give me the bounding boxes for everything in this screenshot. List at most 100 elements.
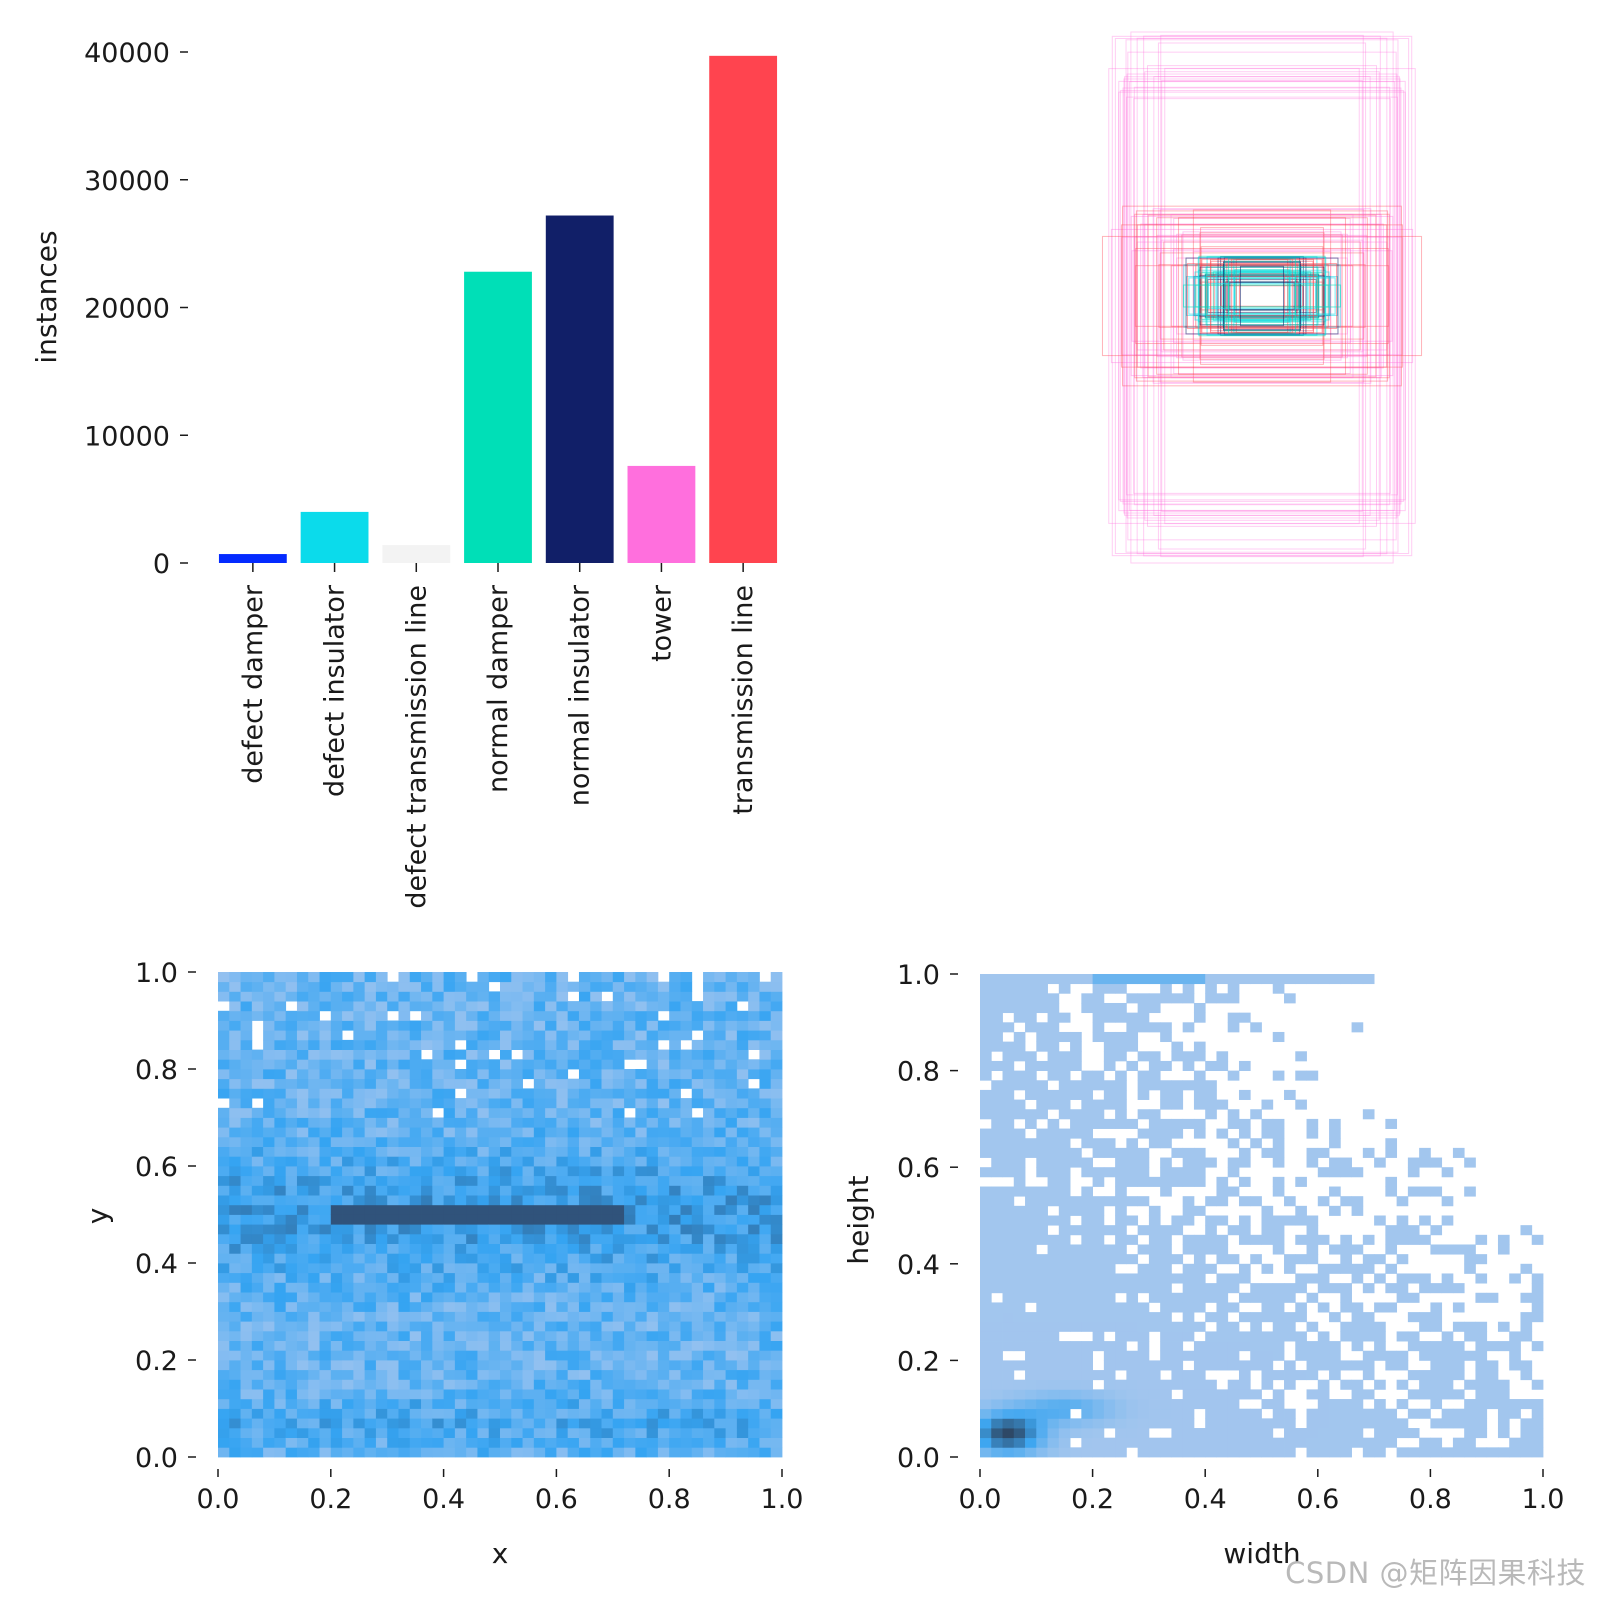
xy-cell	[612, 1272, 625, 1283]
xy-cell	[669, 1272, 681, 1283]
xy-cell	[477, 1214, 490, 1225]
xy-cell	[511, 972, 523, 983]
wh-cell	[1306, 1157, 1319, 1168]
xy-cell	[421, 1020, 433, 1031]
xy-cell	[285, 1107, 298, 1118]
wh-cell	[1385, 1225, 1398, 1236]
wh-cell	[1070, 1244, 1082, 1255]
xy-cell	[533, 1078, 546, 1089]
xy-cell	[229, 1136, 241, 1147]
xy-cell	[725, 1369, 738, 1380]
wh-cell	[1002, 1147, 1015, 1158]
wh-cell	[1419, 1379, 1431, 1390]
wh-cell	[1295, 974, 1307, 985]
xy-cell	[251, 981, 264, 992]
xy-cell	[454, 1214, 467, 1225]
wh-cell	[1103, 1225, 1116, 1236]
xy-cell	[409, 1020, 422, 1031]
xy-cell	[296, 972, 309, 983]
wh-cell	[1193, 1370, 1206, 1381]
xy-cell	[691, 1039, 704, 1050]
xy-cell	[567, 1253, 580, 1264]
wh-cell	[1047, 1418, 1060, 1429]
wh-cell	[1531, 1341, 1544, 1352]
xy-cell	[409, 1069, 422, 1080]
xy-cell	[578, 1311, 591, 1322]
wh-cell	[1036, 1205, 1048, 1216]
xy-cell	[308, 1146, 320, 1157]
xy-cell	[274, 972, 287, 983]
wh-cell	[1261, 1128, 1274, 1139]
xy-cell	[533, 1330, 546, 1341]
xy-cell	[375, 1292, 388, 1303]
wh-cell	[1002, 1138, 1015, 1149]
wh-cell	[1047, 1370, 1060, 1381]
xy-cell	[714, 1253, 726, 1264]
xy-cell	[578, 1379, 591, 1390]
wh-cell	[1126, 1012, 1139, 1023]
xy-cell	[646, 1224, 659, 1235]
xy-cell	[330, 1437, 343, 1448]
xy-cell	[308, 1059, 320, 1070]
wh-cell	[1261, 1418, 1274, 1429]
wh-cell	[1452, 1321, 1465, 1332]
wh-cell	[1025, 1254, 1037, 1265]
wh-cell	[1385, 1118, 1398, 1129]
xy-cell	[263, 1437, 275, 1448]
xy-cell	[443, 1272, 456, 1283]
wh-cell	[1047, 1022, 1060, 1033]
xy-cell	[578, 1030, 591, 1041]
xy-cell	[567, 1379, 580, 1390]
xy-cell	[646, 1330, 659, 1341]
xy-cell	[578, 1263, 591, 1274]
wh-cell	[1317, 1331, 1330, 1342]
xy-cell	[601, 1039, 614, 1050]
xy-cell	[466, 1282, 478, 1293]
xy-cell	[218, 1263, 230, 1274]
xy-cell	[748, 1369, 760, 1380]
xy-cell	[511, 1292, 523, 1303]
xy-cell	[680, 1156, 693, 1167]
xy-cell	[759, 1301, 772, 1312]
xy-cell	[342, 1408, 354, 1419]
xy-cell	[770, 1408, 783, 1419]
wh-cell	[1036, 983, 1048, 994]
xy-cell	[319, 1175, 332, 1186]
xy-cell	[500, 1204, 512, 1215]
xy-cell	[319, 1069, 332, 1080]
xy-cell	[319, 1146, 332, 1157]
xy-cell	[770, 1020, 783, 1031]
xy-cell	[646, 1311, 659, 1322]
xy-cell	[432, 1156, 444, 1167]
xy-cell	[657, 1379, 670, 1390]
xy-cell	[398, 1379, 411, 1390]
xy-cell	[533, 1098, 546, 1109]
xy-cell	[319, 1078, 332, 1089]
xy-cell	[387, 1253, 399, 1264]
xy-cell	[691, 1117, 704, 1128]
xy-cell	[353, 1253, 366, 1264]
xy-cell	[759, 1282, 772, 1293]
wh-cell	[1002, 1128, 1015, 1139]
xy-cell	[229, 1175, 241, 1186]
xy-cell	[443, 1049, 456, 1060]
xy-cell	[375, 1088, 388, 1099]
xy-cell	[285, 1156, 298, 1167]
xy-cell	[590, 1282, 602, 1293]
wh-cell	[991, 1031, 1003, 1043]
wh-cell	[1092, 1447, 1105, 1458]
xy-cell	[443, 1185, 456, 1196]
xy-cell	[296, 1107, 309, 1118]
xy-cell	[409, 1166, 422, 1177]
wh-cell	[1025, 1002, 1037, 1014]
xy-cell	[725, 1233, 738, 1244]
wh-cell	[1407, 1234, 1420, 1245]
box	[1220, 255, 1304, 337]
xy-cell	[387, 1330, 399, 1341]
wh-cell	[1362, 1360, 1375, 1371]
xy-cell	[770, 1233, 783, 1244]
xy-cell	[578, 1010, 591, 1021]
wh-cell	[1407, 1447, 1420, 1458]
xy-cell	[251, 1010, 264, 1021]
wh-cell	[1092, 1312, 1105, 1323]
